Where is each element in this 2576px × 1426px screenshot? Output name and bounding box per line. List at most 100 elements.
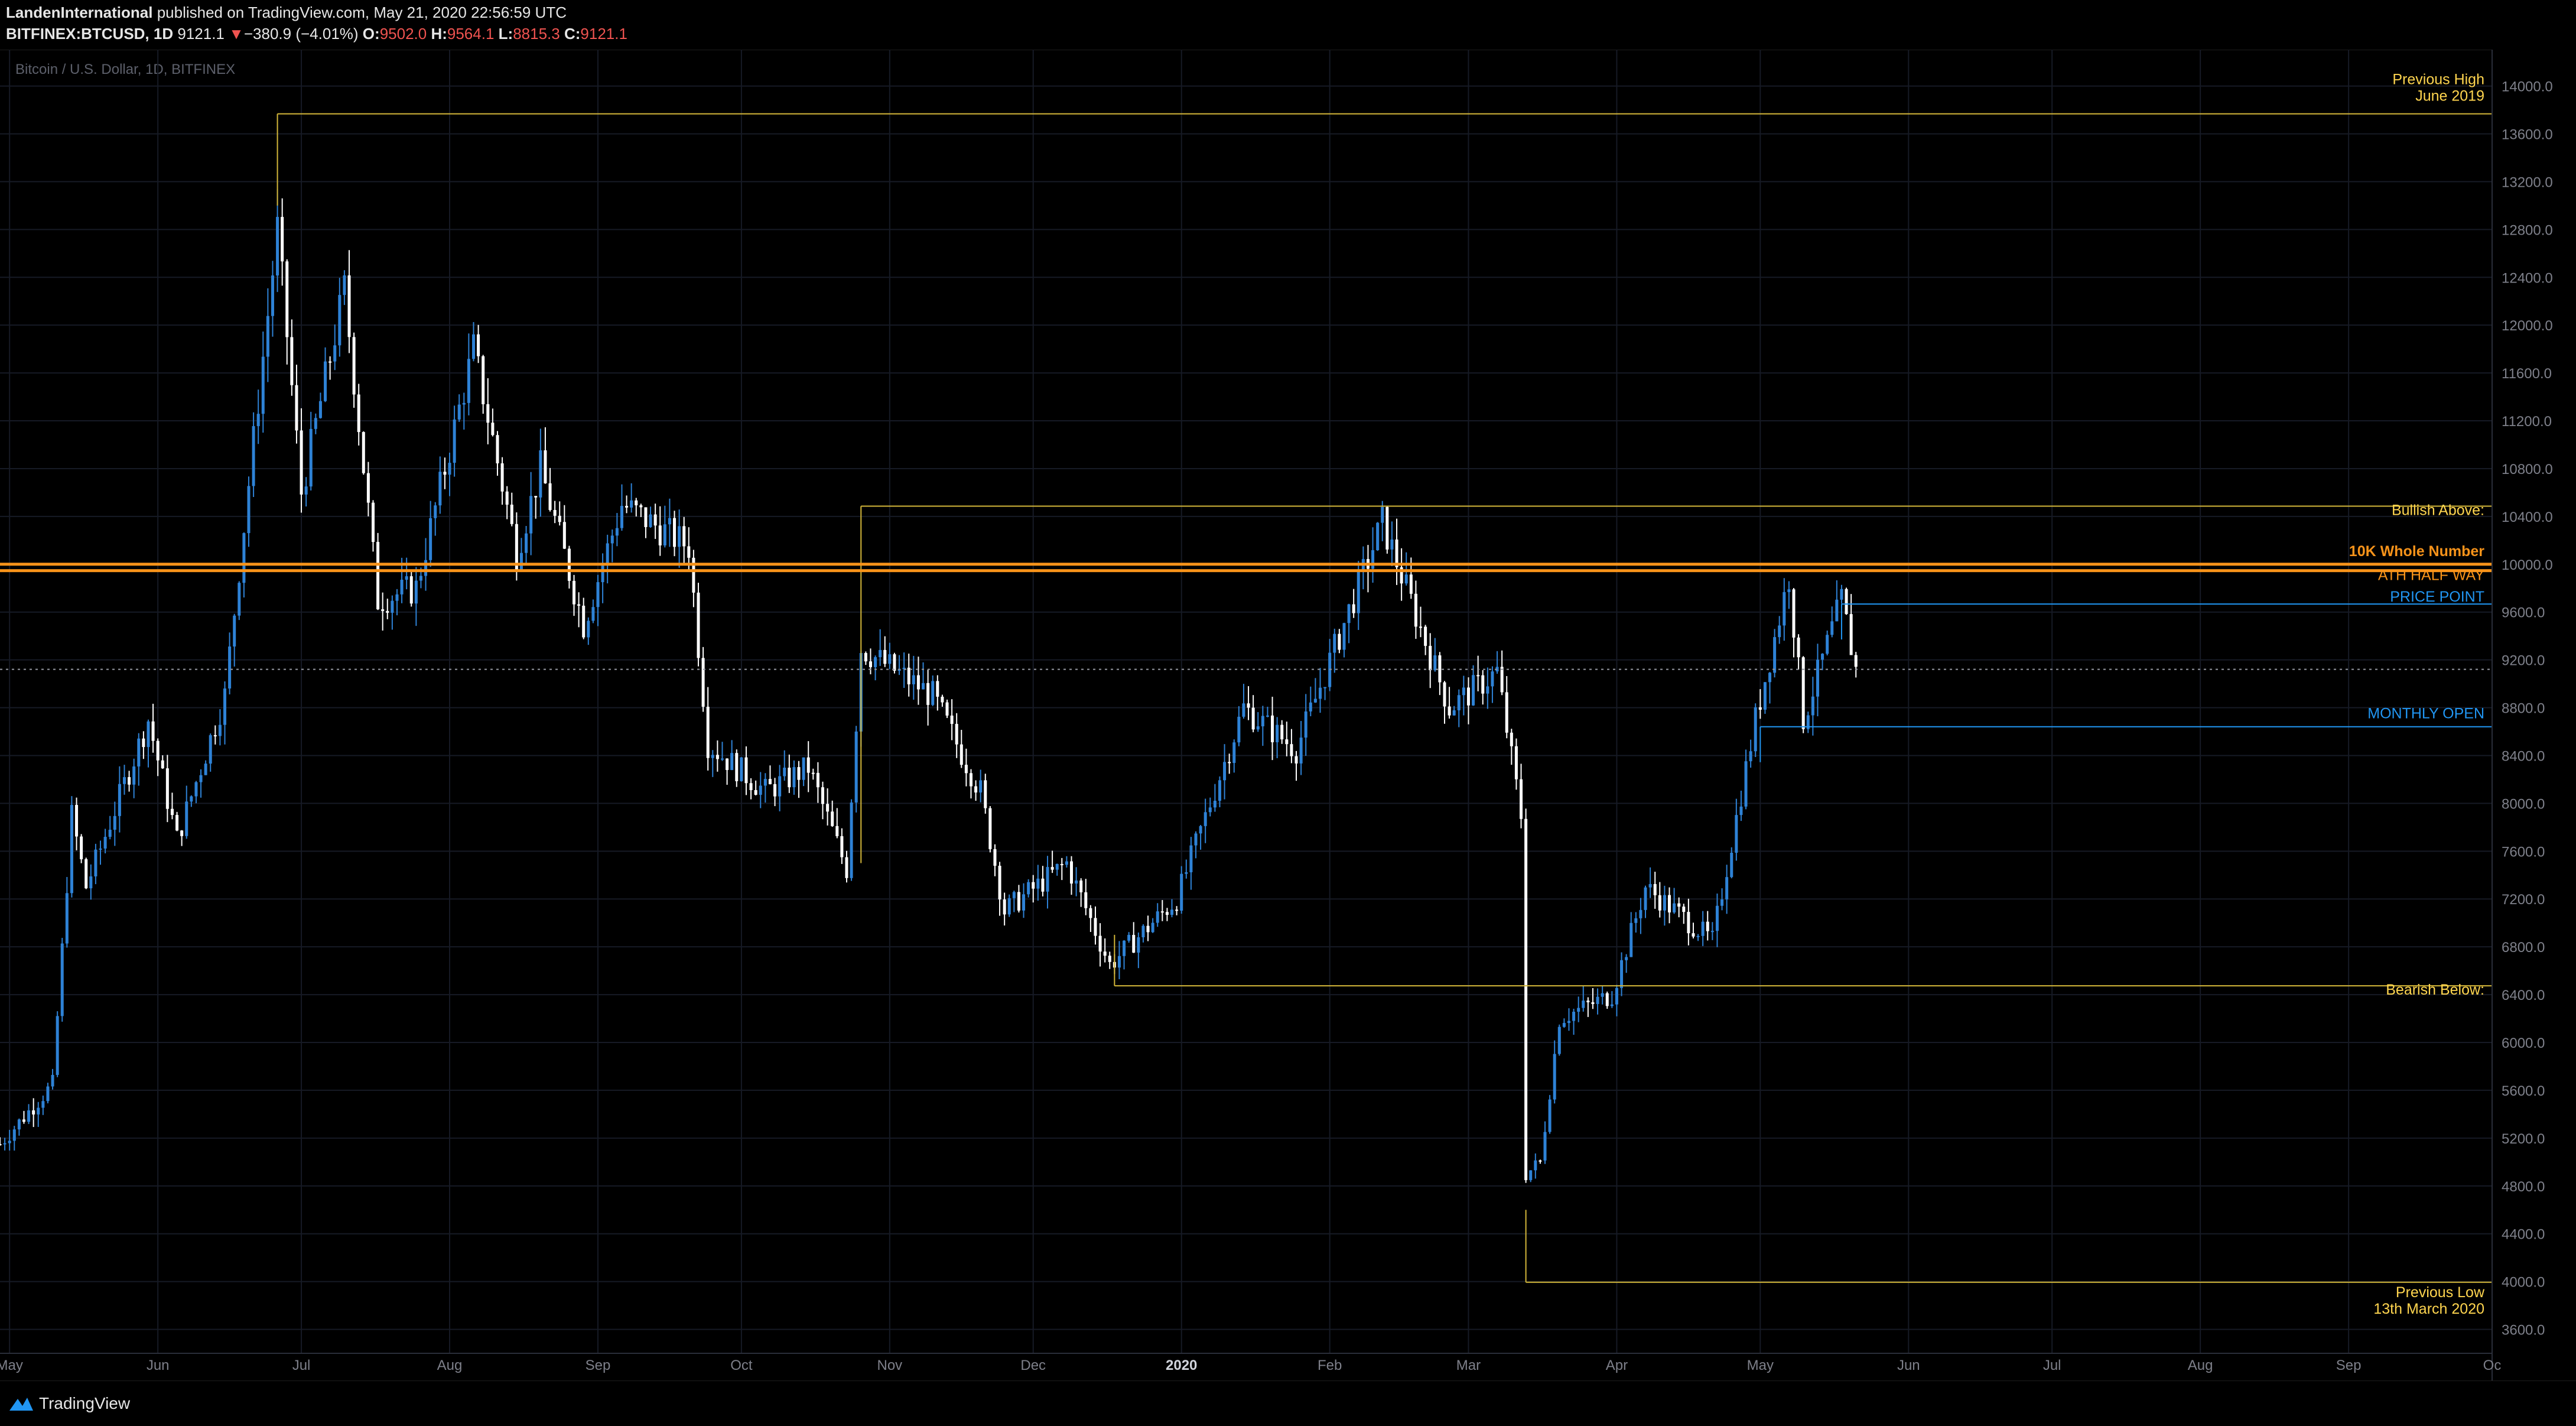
price-axis: 3600.0 4000.0 4400.0 4800.0 5200.0 5600.0 6000… xyxy=(2492,50,2576,1380)
y-tick-label: 5600.0 xyxy=(2502,1083,2545,1099)
time-axis: May Jun Jul Aug Sep Oct Nov Dec 2020 Feb Mar Apr May… xyxy=(0,1353,2501,1373)
candle-body xyxy=(496,435,499,464)
x-tick-label: Aug xyxy=(2188,1357,2213,1373)
x-tick-label: Oc xyxy=(2483,1357,2502,1373)
candle-body xyxy=(1610,1004,1614,1006)
candle-body xyxy=(99,848,102,850)
author-name[interactable]: LandenInternational xyxy=(6,4,153,21)
tradingview-brand[interactable]: TradingView xyxy=(39,1394,131,1412)
chart-grid xyxy=(0,50,2493,1353)
candle-body xyxy=(1424,626,1427,646)
candle-body xyxy=(103,837,107,849)
candle-body xyxy=(1271,715,1274,742)
candle-body xyxy=(1290,744,1293,756)
candle-body xyxy=(1419,626,1423,628)
candle-body xyxy=(477,334,480,356)
candle-body xyxy=(1562,1023,1566,1027)
candle-body xyxy=(352,337,356,395)
candle-body xyxy=(783,768,786,777)
open-label: O: xyxy=(362,25,380,43)
candle-body xyxy=(1347,604,1351,623)
candle-body xyxy=(204,764,207,775)
candle-body xyxy=(1634,918,1638,923)
candle-body xyxy=(1175,909,1179,911)
candle-body xyxy=(1433,655,1437,671)
x-tick-label: May xyxy=(1747,1357,1774,1373)
candle-body xyxy=(1352,604,1355,613)
candle-body xyxy=(1491,671,1494,687)
candle-body xyxy=(1280,725,1284,740)
candle-body xyxy=(457,404,461,420)
candle-body xyxy=(950,715,954,724)
candle-body xyxy=(1318,687,1322,699)
candle-body xyxy=(471,334,476,359)
candle-body xyxy=(1520,779,1523,819)
candle-body xyxy=(1313,699,1317,703)
candle-body xyxy=(300,430,303,495)
candle-body xyxy=(51,1074,54,1087)
candle-body xyxy=(1524,818,1528,1180)
candle-body xyxy=(596,582,600,608)
candle-body xyxy=(17,1119,21,1130)
candle-body xyxy=(850,802,853,878)
candle-body xyxy=(1208,807,1212,813)
candle-body xyxy=(1390,539,1394,550)
y-tick-label: 13200.0 xyxy=(2502,174,2553,190)
candle-body xyxy=(1835,599,1839,622)
candle-body xyxy=(740,757,743,781)
candle-body xyxy=(1816,660,1819,697)
close-label: C: xyxy=(564,25,581,43)
candle-body xyxy=(706,706,710,758)
candle-body xyxy=(1720,899,1724,906)
candle-body xyxy=(1199,826,1202,834)
candle-body xyxy=(304,486,308,495)
candle-body xyxy=(697,592,700,658)
candle-body xyxy=(199,775,203,782)
candle-body xyxy=(1242,703,1245,717)
candle-body xyxy=(630,500,633,508)
x-tick-label: Jul xyxy=(2043,1357,2061,1373)
candle-body xyxy=(376,542,380,610)
candle-body xyxy=(89,876,93,889)
candle-body xyxy=(1395,539,1398,567)
candle-body xyxy=(1682,907,1686,912)
published-text: published on TradingView.com, May 21, 20… xyxy=(157,4,567,21)
x-tick-label: Sep xyxy=(2336,1357,2362,1373)
candle-body xyxy=(1486,686,1489,694)
candle-body xyxy=(1658,895,1661,911)
candle-body xyxy=(285,261,289,337)
candle-body xyxy=(1012,892,1016,898)
candle-body xyxy=(1223,762,1227,781)
candle-body xyxy=(1462,687,1465,696)
candle-body xyxy=(1141,925,1145,938)
y-tick-label: 12800.0 xyxy=(2502,222,2553,238)
candle-body xyxy=(1228,762,1231,764)
candle-body xyxy=(1022,894,1026,911)
candle-body xyxy=(1667,895,1671,912)
y-tick-label: 12000.0 xyxy=(2502,318,2553,334)
candle-body xyxy=(1075,880,1078,884)
candle-body xyxy=(840,836,844,857)
candle-body xyxy=(1534,1160,1537,1171)
candle-body xyxy=(653,514,657,526)
candle-body xyxy=(558,515,561,522)
y-tick-label: 8000.0 xyxy=(2502,796,2545,812)
candle-body xyxy=(539,450,542,498)
level-text: MONTHLY OPEN xyxy=(2367,706,2484,722)
symbol-label[interactable]: BITFINEX:BTCUSD, 1D xyxy=(6,25,174,43)
candle-body xyxy=(362,432,365,473)
candle-body xyxy=(1438,655,1442,683)
open-value: 9502.0 xyxy=(379,25,427,43)
candle-body xyxy=(400,579,404,595)
candle-body xyxy=(434,505,437,518)
candle-body xyxy=(3,1143,6,1145)
candle-body xyxy=(1338,634,1341,650)
candle-body xyxy=(1601,993,1604,997)
tradingview-logo-icon[interactable] xyxy=(8,1393,34,1414)
candle-body xyxy=(1586,1001,1590,1003)
candle-body xyxy=(749,783,753,791)
candle-body xyxy=(194,782,198,797)
candle-body xyxy=(84,859,88,889)
